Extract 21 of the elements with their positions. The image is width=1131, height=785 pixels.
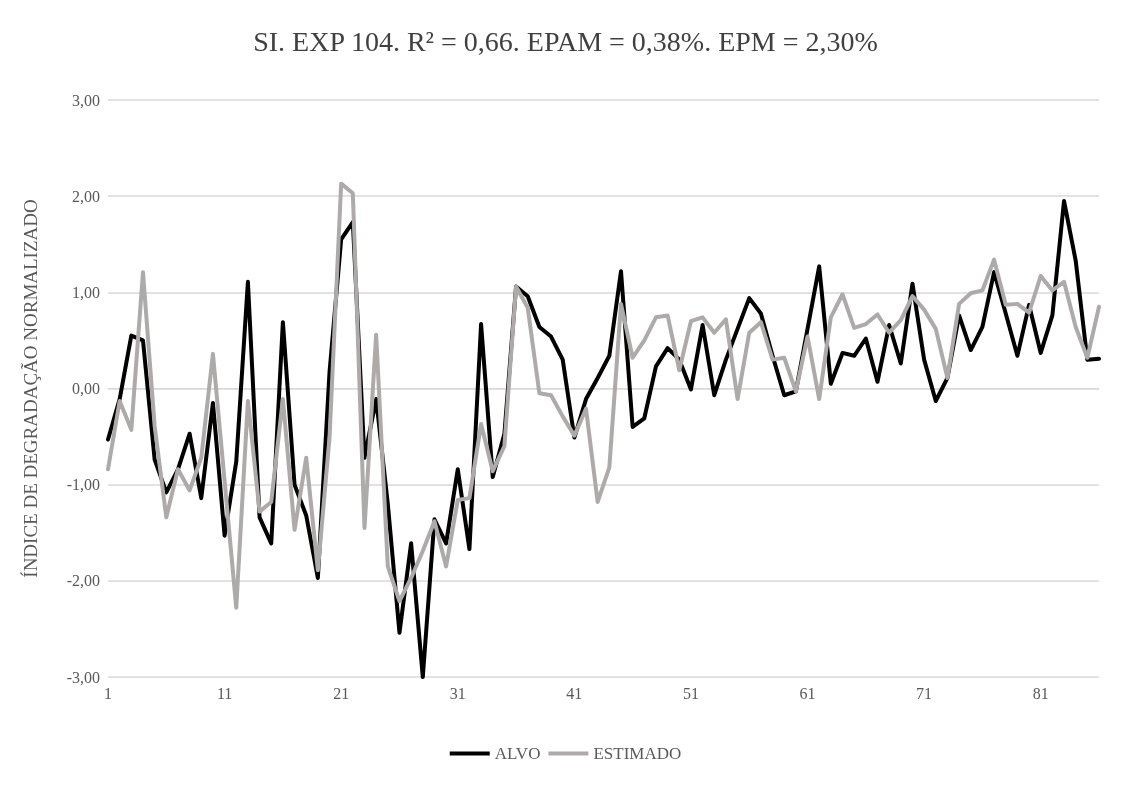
y-tick-label: -3,00 — [66, 668, 100, 686]
line-series — [106, 181, 1101, 610]
x-tick-label: 51 — [682, 684, 699, 702]
x-tick-label: 21 — [333, 684, 350, 702]
y-tick-label: 3,00 — [72, 91, 100, 109]
legend-label: ALVO — [494, 744, 541, 763]
x-tick-label: 41 — [566, 684, 583, 702]
x-tick-label: 61 — [799, 684, 816, 702]
y-tick-label: -2,00 — [66, 572, 100, 590]
x-tick-label: 81 — [1032, 684, 1049, 702]
x-tick-label: 31 — [449, 684, 466, 702]
chart-title: SI. EXP 104. R² = 0,66. EPAM = 0,38%. EPM = 2,30% — [253, 25, 878, 57]
x-tick-label: 11 — [216, 684, 233, 702]
y-tick-label: 1,00 — [72, 283, 100, 301]
y-tick-label: 2,00 — [72, 187, 100, 205]
y-tick-label: -1,00 — [66, 476, 100, 494]
x-tick-label: 71 — [916, 684, 933, 702]
y-axis-title: ÍNDICE DE DEGRADAÇÃO NORMALIZADO — [20, 199, 41, 578]
y-tick-label: 0,00 — [72, 380, 100, 397]
legend-label: ESTIMADO — [593, 744, 682, 763]
x-tick-label: 1 — [104, 684, 112, 702]
